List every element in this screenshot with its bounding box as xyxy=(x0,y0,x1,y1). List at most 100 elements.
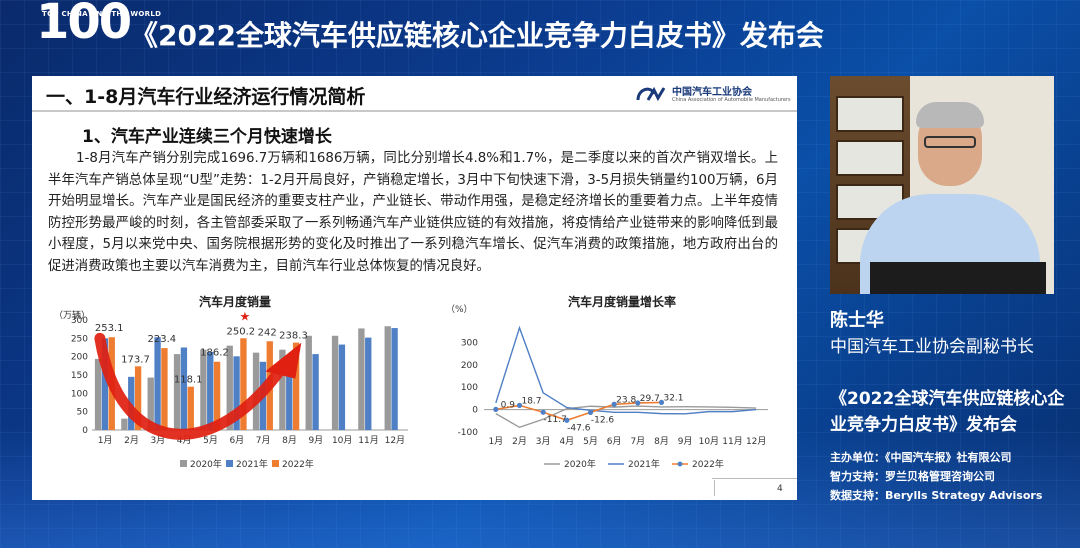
x-tick-label: 12月 xyxy=(746,436,766,447)
legend-label: 2022年 xyxy=(692,458,724,470)
monthly-sales-bar-chart: 汽车月度销量 （万辆） 0 50 100 150 200 250 300 1月 2月 3月 4月 5月 6月… xyxy=(54,294,408,470)
y-tick-label: 0 xyxy=(472,406,478,416)
series-line-2020年 xyxy=(495,405,757,429)
data-label: 118.1 xyxy=(174,375,203,386)
shelf-row xyxy=(836,96,904,132)
bar-2020年 xyxy=(173,354,181,430)
bar-2022年 xyxy=(161,348,168,430)
bar-2022年 xyxy=(134,366,142,430)
page-number: 4 xyxy=(777,484,783,494)
x-tick-label: 4月 xyxy=(559,436,574,447)
star-icon: ★ xyxy=(239,309,250,323)
bar-2021年 xyxy=(233,356,240,430)
slide-header-title: 一、1-8月汽车行业经济运行情况简析 xyxy=(46,86,366,108)
bar-2020年 xyxy=(94,358,102,430)
bar-2021年 xyxy=(312,354,319,430)
body-paragraph: 1-8月汽车产销分别完成1696.7万辆和1686万辆，同比分别增长4.8%和1… xyxy=(48,151,778,274)
conference-name: 《2022全球汽车供应链核心企业竞争力白皮书》发布会 xyxy=(830,389,1065,435)
bar-2022年 xyxy=(292,342,300,430)
section-title: 1、汽车产业连续三个月快速增长 xyxy=(82,127,332,147)
x-tick-label: 10月 xyxy=(332,435,352,446)
y-tick-label: 300 xyxy=(461,338,478,348)
host-info: 主办单位：《中国汽车报》社有限公司 xyxy=(830,451,1012,464)
caam-logo-icon xyxy=(636,86,666,102)
chart-title: 汽车月度销量增长率 xyxy=(568,294,676,309)
legend-swatch xyxy=(272,460,279,467)
data-point xyxy=(564,417,570,423)
bar-2021年 xyxy=(391,328,398,430)
x-tick-label: 1月 xyxy=(98,435,113,446)
bar-2022年 xyxy=(240,338,247,430)
data-point xyxy=(611,401,617,407)
bar-2020年 xyxy=(121,418,128,430)
y-tick-label: 300 xyxy=(71,316,88,326)
data-label: 253.1 xyxy=(95,323,124,334)
legend-label: 2021年 xyxy=(236,458,268,470)
speaker-hair xyxy=(916,102,984,128)
data-label: -12.6 xyxy=(591,415,615,425)
bar-2021年 xyxy=(154,337,161,430)
trend-arrow xyxy=(94,332,289,440)
legend-swatch xyxy=(226,460,233,467)
series-line-2022年 xyxy=(495,401,662,422)
top100-logo: 100 TOP CHINA AND THE WORLD xyxy=(14,0,161,58)
bar-2021年 xyxy=(338,344,346,430)
x-tick-label: 11月 xyxy=(358,435,378,446)
x-tick-label: 3月 xyxy=(536,436,551,447)
data-point xyxy=(540,409,546,415)
y-tick-label: 200 xyxy=(71,353,88,363)
logo-number: 100 xyxy=(36,0,132,50)
legend-label: 2022年 xyxy=(282,458,314,470)
data-point xyxy=(658,399,665,406)
legend-marker xyxy=(677,461,683,467)
x-tick-label: 9月 xyxy=(308,435,323,446)
x-tick-label: 8月 xyxy=(282,435,297,446)
bar-2021年 xyxy=(180,347,188,430)
legend-label: 2020年 xyxy=(564,458,596,470)
y-tick-label: 100 xyxy=(461,383,478,393)
y-tick-label: 250 xyxy=(71,334,88,344)
data-label: 238.3 xyxy=(279,331,308,342)
speaker-name: 陈士华 xyxy=(830,310,884,331)
speaker-glasses xyxy=(924,136,976,148)
y-axis-label: （%） xyxy=(446,304,473,315)
y-tick-label: 100 xyxy=(71,389,88,399)
x-tick-label: 2月 xyxy=(512,436,527,447)
x-tick-label: 4月 xyxy=(177,435,192,446)
bar-2022年 xyxy=(187,386,194,430)
data-point xyxy=(587,409,594,416)
x-tick-label: 12月 xyxy=(385,435,405,446)
shelf-row xyxy=(836,140,904,176)
slide-header: 一、1-8月汽车行业经济运行情况简析 中国汽车工业协会 China Associ… xyxy=(32,76,797,112)
x-tick-label: 11月 xyxy=(722,436,742,447)
bar-2021年 xyxy=(207,351,214,430)
data-label: 223.4 xyxy=(148,334,177,345)
page-footer-line xyxy=(712,478,797,479)
data-label: -47.6 xyxy=(567,423,591,433)
monthly-growth-line-chart: 汽车月度销量增长率 （%） -100 0 100 200 300 1月 2月 3月 4月 5月 6月 7月… xyxy=(446,294,768,470)
page-footer-tick xyxy=(714,480,715,496)
bar-2021年 xyxy=(365,337,372,430)
bar-2020年 xyxy=(358,328,365,430)
data-label: 18.7 xyxy=(521,396,541,406)
speaker-video xyxy=(830,76,1054,294)
x-tick-label: 6月 xyxy=(607,436,622,447)
data-label: 0.9 xyxy=(501,400,516,410)
x-tick-label: 8月 xyxy=(654,436,669,447)
y-tick-label: -100 xyxy=(458,428,479,438)
event-title: 《2022全球汽车供应链核心企业竞争力白皮书》发布会 xyxy=(130,19,824,52)
presentation-slide: 一、1-8月汽车行业经济运行情况简析 中国汽车工业协会 China Associ… xyxy=(32,76,797,500)
logo-tagline: TOP CHINA AND THE WORLD xyxy=(42,10,162,18)
data-support-info: 数据支持：Berylls Strategy Advisors xyxy=(830,489,1043,502)
x-tick-label: 6月 xyxy=(229,435,244,446)
bar-2021年 xyxy=(101,338,109,430)
data-label: 242 xyxy=(258,327,277,338)
legend-swatch xyxy=(180,460,187,467)
bar-2020年 xyxy=(279,349,286,430)
y-tick-label: 200 xyxy=(461,361,478,371)
bar-2020年 xyxy=(331,335,339,430)
x-tick-label: 9月 xyxy=(678,436,693,447)
data-label: 173.7 xyxy=(121,354,150,365)
speaker-title: 中国汽车工业协会副秘书长 xyxy=(830,337,1034,357)
bar-2020年 xyxy=(384,326,391,430)
